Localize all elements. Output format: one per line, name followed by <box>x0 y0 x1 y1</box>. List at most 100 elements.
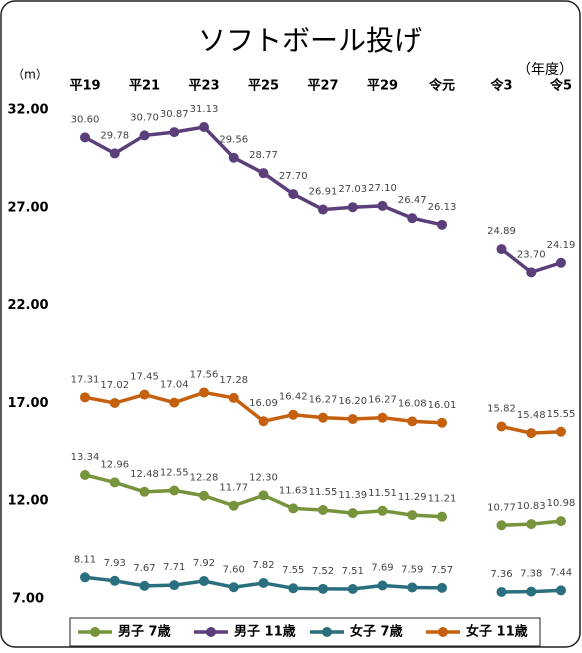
data-label: 7.57 <box>431 565 453 576</box>
point <box>437 582 447 593</box>
data-label: 16.01 <box>428 400 457 411</box>
y-tick-label: 27.00 <box>7 200 48 215</box>
x-tick-label: 平19 <box>69 79 100 94</box>
point <box>496 244 507 255</box>
point <box>199 387 209 398</box>
data-label: 7.60 <box>223 564 245 575</box>
point <box>288 189 299 200</box>
data-label: 15.55 <box>547 409 576 420</box>
data-label: 12.30 <box>249 472 278 483</box>
data-label: 15.48 <box>517 410 546 421</box>
point <box>556 426 566 437</box>
data-label: 27.70 <box>279 171 308 182</box>
point <box>347 202 358 213</box>
data-label: 7.52 <box>312 566 334 577</box>
data-label: 16.20 <box>338 396 367 407</box>
legend-marker <box>438 627 448 637</box>
point <box>228 582 239 593</box>
point <box>80 392 90 403</box>
x-tick-label: 令3 <box>490 78 512 94</box>
point <box>228 392 239 403</box>
point <box>556 585 566 596</box>
data-label: 11.39 <box>338 490 367 501</box>
point <box>199 490 209 501</box>
point <box>526 428 537 439</box>
data-label: 26.13 <box>428 202 457 213</box>
legend <box>69 617 541 647</box>
x-tick-label: 平23 <box>188 79 219 94</box>
data-label: 31.13 <box>190 104 219 115</box>
point <box>377 580 388 591</box>
point <box>347 508 358 519</box>
y-tick-label: 32.00 <box>7 103 48 118</box>
point <box>556 516 566 527</box>
x-tick-label: 平27 <box>307 79 338 94</box>
data-label: 17.28 <box>219 375 248 386</box>
data-label: 17.45 <box>130 372 159 383</box>
x-tick-label: 令5 <box>550 78 572 94</box>
point <box>526 586 537 597</box>
point <box>318 204 328 215</box>
point <box>80 572 90 583</box>
point <box>80 132 90 143</box>
point <box>377 505 388 516</box>
legend-marker <box>322 627 332 637</box>
x-tick-label: 令元 <box>429 78 455 94</box>
data-label: 11.55 <box>309 487 338 498</box>
point <box>437 219 447 230</box>
point <box>109 398 120 409</box>
data-label: 7.71 <box>163 562 185 573</box>
point <box>199 122 209 133</box>
data-label: 8.11 <box>74 554 96 565</box>
data-label: 7.92 <box>193 558 215 569</box>
point <box>109 148 120 159</box>
data-label: 30.87 <box>160 109 189 120</box>
data-label: 7.93 <box>104 558 126 569</box>
point <box>318 505 328 516</box>
legend-marker <box>90 627 100 637</box>
y-tick-label: 22.00 <box>7 298 48 313</box>
data-label: 26.91 <box>309 187 338 198</box>
data-label: 23.70 <box>517 249 546 260</box>
y-tick-label: 12.00 <box>7 494 48 509</box>
data-label: 12.55 <box>160 467 189 478</box>
point <box>258 168 269 179</box>
data-label: 11.21 <box>428 494 457 505</box>
point <box>556 257 566 268</box>
data-label: 7.67 <box>133 563 155 574</box>
data-label: 12.28 <box>190 473 219 484</box>
point <box>526 519 537 530</box>
data-label: 10.83 <box>517 501 546 512</box>
x-tick-label: 平25 <box>248 79 279 94</box>
data-label: 11.77 <box>219 483 248 494</box>
point <box>169 580 180 591</box>
data-label: 12.48 <box>130 469 159 480</box>
point <box>169 397 180 408</box>
point <box>288 503 299 514</box>
data-label: 7.59 <box>401 564 423 575</box>
data-label: 15.82 <box>487 403 516 414</box>
point <box>407 213 418 224</box>
data-label: 28.77 <box>249 150 278 161</box>
point <box>407 416 418 427</box>
data-label: 7.82 <box>252 560 274 571</box>
point <box>139 486 150 497</box>
data-label: 13.34 <box>71 452 100 463</box>
data-label: 26.47 <box>398 195 427 206</box>
point <box>139 130 150 141</box>
legend-label: 男子 7歳 <box>118 624 171 640</box>
data-label: 29.56 <box>219 135 248 146</box>
data-label: 16.27 <box>368 395 397 406</box>
point <box>496 520 507 531</box>
data-label: 17.56 <box>190 369 219 380</box>
x-axis-label: （年度） <box>517 62 573 78</box>
point <box>437 511 447 522</box>
data-label: 30.70 <box>130 112 159 123</box>
data-label: 11.63 <box>279 485 308 496</box>
point <box>526 267 537 278</box>
data-label: 12.96 <box>100 459 129 470</box>
data-label: 27.03 <box>338 184 367 195</box>
y-axis-label: （m） <box>12 68 48 82</box>
